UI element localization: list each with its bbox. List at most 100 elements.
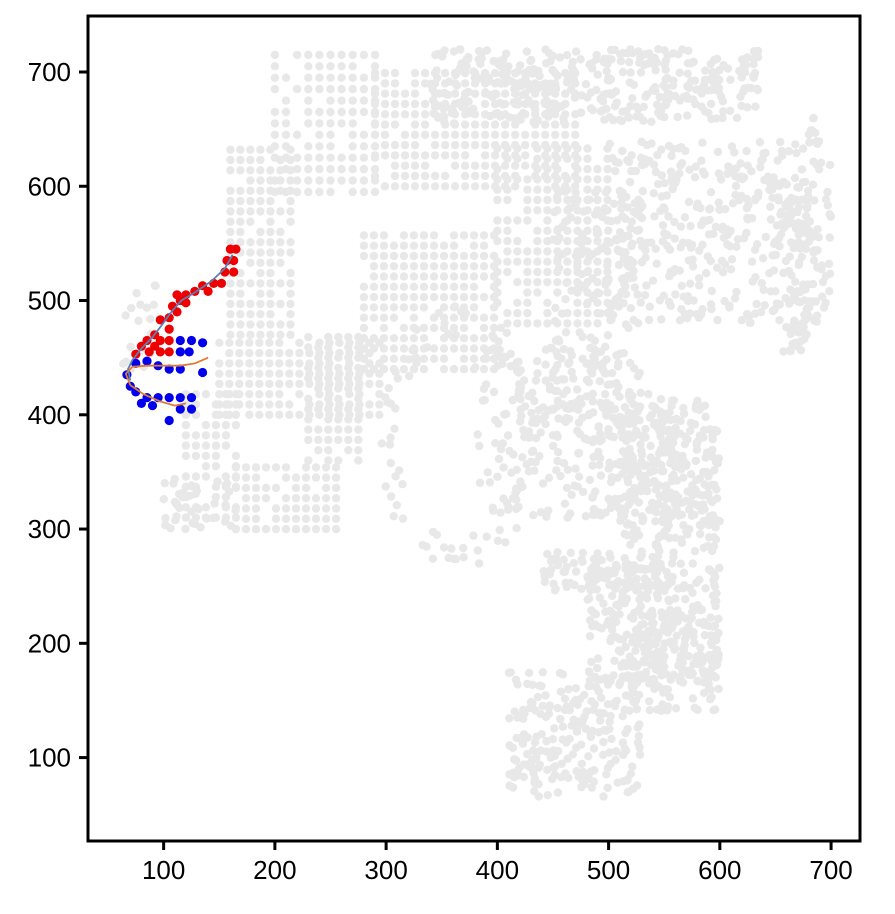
background-spot	[638, 591, 647, 600]
background-spot	[493, 536, 503, 545]
background-spot	[286, 207, 295, 216]
background-spot	[704, 565, 714, 574]
highlighted-spots	[122, 244, 241, 426]
background-spot	[315, 164, 324, 174]
background-spot	[410, 171, 420, 181]
background-spot	[295, 379, 304, 389]
background-spot	[246, 238, 255, 247]
background-spot	[697, 605, 707, 614]
background-spot	[759, 149, 768, 158]
background-spot	[380, 130, 390, 139]
background-spot	[758, 254, 768, 263]
background-spot	[619, 349, 628, 358]
background-spot	[745, 318, 755, 327]
background-spot	[439, 292, 449, 302]
background-spot	[246, 207, 255, 216]
background-spot	[344, 332, 353, 342]
background-spot	[624, 408, 633, 417]
background-spot	[589, 452, 598, 462]
background-spot	[719, 233, 728, 242]
background-spot	[622, 456, 632, 465]
background-spot	[527, 447, 537, 457]
background-spot	[409, 334, 419, 343]
background-spot	[662, 191, 671, 200]
background-spot	[715, 563, 724, 573]
background-spot	[701, 584, 710, 593]
background-spot	[654, 45, 663, 54]
background-spot	[304, 107, 313, 117]
background-spot	[730, 294, 740, 303]
background-spot	[379, 323, 389, 333]
background-spot	[245, 400, 254, 409]
background-spot	[553, 456, 562, 466]
background-spot	[281, 463, 291, 472]
background-spot	[430, 182, 440, 191]
background-spot	[512, 465, 521, 474]
background-spot	[590, 210, 600, 219]
background-spot	[231, 463, 241, 472]
background-spot	[736, 92, 745, 101]
background-spot	[241, 524, 251, 534]
background-spot	[742, 309, 752, 319]
background-spot	[256, 258, 265, 267]
background-spot	[668, 622, 677, 632]
background-spot	[609, 580, 618, 589]
background-spot	[742, 194, 751, 204]
background-spot	[503, 257, 512, 266]
background-spot	[677, 281, 686, 290]
background-spot	[326, 84, 335, 94]
background-spot	[390, 120, 400, 129]
background-spot	[639, 630, 648, 639]
background-spot	[633, 372, 643, 381]
background-spot	[786, 285, 795, 294]
background-spot	[540, 98, 549, 107]
background-spot	[354, 374, 363, 383]
background-spot	[689, 57, 698, 67]
background-spot	[591, 290, 600, 299]
background-spot	[670, 613, 679, 622]
background-spot	[667, 472, 677, 481]
background-spot	[246, 155, 255, 165]
background-spot	[527, 408, 536, 418]
background-spot	[261, 494, 271, 503]
background-spot	[304, 404, 313, 414]
background-spot	[331, 473, 341, 482]
background-spot	[304, 50, 313, 60]
background-spot	[573, 717, 582, 726]
background-spot	[359, 231, 369, 240]
background-spot	[410, 68, 420, 78]
background-spot	[370, 62, 380, 71]
background-spot	[606, 315, 615, 325]
background-spot	[494, 419, 503, 428]
background-spot	[601, 187, 611, 197]
background-spot	[359, 176, 369, 185]
background-spot	[664, 212, 673, 221]
background-spot	[440, 68, 450, 78]
background-spot	[479, 323, 489, 333]
background-spot	[608, 474, 617, 484]
background-spot	[276, 155, 285, 165]
background-spot	[602, 355, 611, 364]
background-spot	[459, 344, 469, 353]
background-spot	[714, 614, 723, 623]
background-spot	[583, 216, 592, 225]
background-spot	[304, 425, 313, 434]
background-spot	[399, 292, 409, 302]
background-spot	[520, 402, 530, 411]
background-spot	[121, 311, 130, 320]
background-spot	[753, 85, 762, 95]
background-spot	[638, 187, 647, 196]
background-spot	[603, 261, 612, 270]
background-spot	[628, 494, 637, 503]
background-spot	[513, 247, 522, 256]
background-spot	[544, 473, 554, 482]
background-spot	[226, 238, 235, 247]
background-spot	[348, 164, 357, 174]
background-spot	[409, 251, 419, 261]
background-spot	[286, 217, 295, 226]
background-spot	[498, 359, 507, 369]
background-spot	[281, 494, 291, 503]
background-spot	[493, 257, 502, 266]
background-spot	[549, 763, 558, 772]
background-spot	[573, 175, 582, 184]
